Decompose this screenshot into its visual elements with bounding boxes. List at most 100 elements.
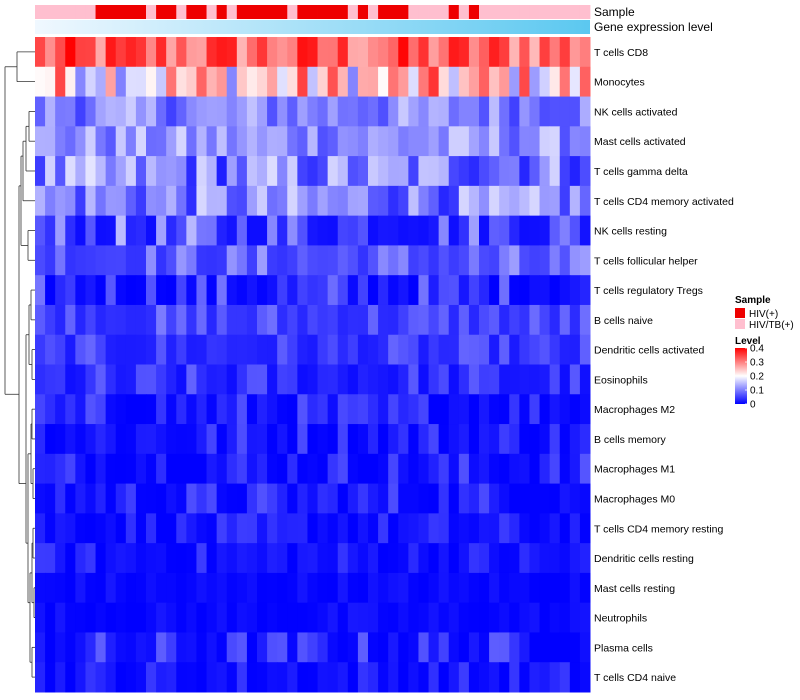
- heatmap-cell: [75, 453, 86, 485]
- heatmap-cell: [357, 245, 369, 276]
- heatmap-cell: [378, 185, 389, 217]
- heatmap-cell: [428, 364, 440, 395]
- heatmap-cell: [368, 513, 379, 544]
- heatmap-cell: [327, 513, 339, 544]
- heatmap-cell: [448, 513, 460, 544]
- heatmap-cell: [226, 66, 238, 98]
- heatmap-cell: [438, 572, 450, 604]
- sample-annotation-cell: [408, 5, 419, 19]
- heatmap-cell: [327, 156, 339, 187]
- heatmap-cell: [468, 215, 480, 246]
- heatmap-cell: [529, 126, 541, 157]
- heatmap-cell: [236, 37, 248, 68]
- heatmap-cell: [277, 572, 288, 604]
- heatmap-cell: [479, 364, 490, 395]
- heatmap-cell: [135, 334, 147, 365]
- heatmap-cell: [317, 543, 329, 574]
- heatmap-cell: [75, 543, 86, 574]
- heatmap-cell: [236, 602, 248, 633]
- heatmap-cell: [549, 37, 561, 68]
- heatmap-cell: [176, 334, 187, 365]
- heatmap-cell: [579, 304, 591, 336]
- heatmap-cell: [85, 185, 97, 217]
- heatmap-cell: [519, 215, 530, 246]
- heatmap-cell: [559, 483, 571, 514]
- heatmap-cell: [45, 632, 56, 663]
- heatmap-cell: [569, 662, 581, 693]
- heatmap-cell: [479, 37, 490, 68]
- heatmap-cell: [277, 37, 288, 68]
- heatmap-cell: [317, 215, 329, 246]
- heatmap-cell: [95, 96, 107, 127]
- heatmap-cell: [428, 543, 440, 574]
- heatmap-cell: [55, 245, 66, 276]
- heatmap-cell: [85, 245, 97, 276]
- heatmap-cell: [337, 215, 349, 246]
- heatmap-cell: [196, 483, 208, 514]
- heatmap-cell: [559, 543, 571, 574]
- heatmap-cell: [458, 126, 470, 157]
- heatmap-cell: [388, 334, 399, 365]
- heatmap-cell: [236, 245, 248, 276]
- heatmap-cell: [428, 394, 440, 425]
- heatmap-cell: [388, 602, 399, 633]
- heatmap-cell: [438, 185, 450, 217]
- heatmap-cell: [146, 126, 157, 157]
- heatmap-cell: [166, 543, 177, 574]
- heatmap-cell: [378, 483, 389, 514]
- heatmap-cell: [398, 156, 409, 187]
- heatmap-cell: [287, 632, 298, 663]
- heatmap-cell: [428, 185, 440, 217]
- heatmap-cell: [125, 215, 137, 246]
- heatmap-cell: [55, 185, 66, 217]
- heatmap-cell: [125, 245, 137, 276]
- level-tick-label: 0.2: [750, 372, 764, 383]
- heatmap-cell: [388, 662, 399, 693]
- heatmap-cell: [418, 304, 430, 336]
- row-label: B cells memory: [594, 434, 667, 446]
- heatmap-cell: [75, 394, 86, 425]
- heatmap-cell: [85, 304, 97, 336]
- heatmap-cell: [95, 662, 107, 693]
- heatmap-cell: [458, 513, 470, 544]
- heatmap-cell: [206, 543, 218, 574]
- heatmap-cell: [206, 334, 218, 365]
- heatmap-cell: [509, 662, 520, 693]
- heatmap-cell: [257, 156, 268, 187]
- heatmap-cell: [277, 215, 288, 246]
- heatmap-cell: [337, 185, 349, 217]
- heatmap-cell: [65, 66, 76, 98]
- heatmap-cell: [539, 453, 551, 485]
- heatmap-cell: [125, 364, 137, 395]
- heatmap-cell: [55, 632, 66, 663]
- heatmap-cell: [357, 483, 369, 514]
- heatmap-cell: [408, 602, 419, 633]
- heatmap-cell: [35, 394, 46, 425]
- heatmap-cell: [337, 662, 349, 693]
- sample-annotation-cell: [357, 5, 369, 19]
- heatmap-cell: [579, 364, 591, 395]
- heatmap-cell: [398, 424, 409, 455]
- heatmap-cell: [186, 334, 197, 365]
- heatmap-cell: [166, 37, 177, 68]
- heatmap-cell: [95, 126, 107, 157]
- heatmap-cell: [357, 364, 369, 395]
- heatmap-cell: [458, 304, 470, 336]
- heatmap-cell: [226, 37, 238, 68]
- heatmap-cell: [448, 662, 460, 693]
- heatmap-cell: [479, 394, 490, 425]
- sample-annotation-cell: [388, 5, 399, 19]
- heatmap-cell: [85, 96, 97, 127]
- heatmap-cell: [287, 215, 298, 246]
- heatmap-cell: [85, 483, 97, 514]
- heatmap-cell: [206, 245, 218, 276]
- heatmap-cell: [357, 275, 369, 306]
- heatmap-cell: [45, 364, 56, 395]
- heatmap-cell: [115, 572, 127, 604]
- heatmap-cell: [246, 602, 258, 633]
- heatmap-cell: [468, 543, 480, 574]
- heatmap-cell: [196, 96, 208, 127]
- row-label: T cells regulatory Tregs: [594, 285, 703, 297]
- heatmap-cell: [186, 275, 197, 306]
- heatmap-cell: [135, 394, 147, 425]
